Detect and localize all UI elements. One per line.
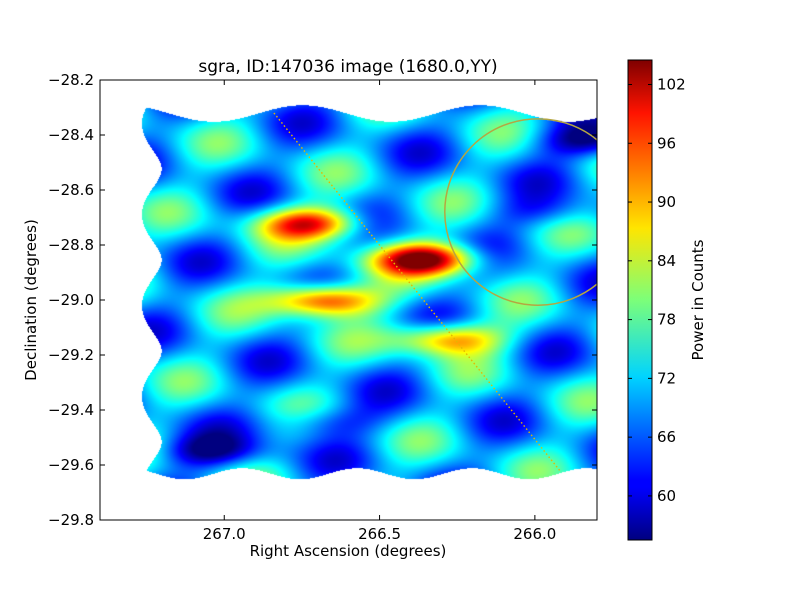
y-axis: −28.2 −28.4 −28.6 −28.8 −29.0 −29.2 −29.4 −29.6… [48,71,597,529]
y-tick-label: −29.6 [48,456,94,474]
y-tick-label: −29.2 [48,346,94,364]
y-axis-label: Declination (degrees) [22,219,40,381]
y-tick-label: −29.4 [48,401,94,419]
y-tick-label: −28.2 [48,71,94,89]
colorbar-tick-label: 78 [657,311,676,329]
x-tick-label: 266.5 [358,525,401,543]
colorbar-label: Power in Counts [689,239,707,360]
region-circle [444,118,597,306]
y-tick-label: −29.0 [48,291,94,309]
colorbar-ticks: 60 66 72 78 84 90 96 102 [628,75,686,505]
colorbar-tick-label: 60 [657,487,676,505]
colorbar-tick-label: 96 [657,134,676,152]
colorbar-tick-label: 84 [657,252,676,270]
x-tick-label: 267.0 [203,525,246,543]
y-tick-label: −29.8 [48,511,94,529]
x-axis: 267.0 266.5 266.0 [203,80,556,543]
colorbar-tick-label: 90 [657,193,676,211]
heatmap-canvas [100,80,597,520]
overlay-layer [273,112,597,471]
colorbar-tick-label: 66 [657,428,676,446]
y-tick-label: −28.4 [48,126,94,144]
colorbar-tick-label: 102 [657,75,686,93]
colorbar-gradient [627,59,653,541]
colorbar-tick-label: 72 [657,369,676,387]
x-tick-label: 266.0 [513,525,556,543]
colorbar: 60 66 72 78 84 90 96 102 Power in Counts [627,59,707,541]
y-tick-label: −28.6 [48,181,94,199]
x-axis-label: Right Ascension (degrees) [250,542,447,560]
dotted-track-line [273,112,561,471]
heatmap-layer [100,80,597,520]
chart-title: sgra, ID:147036 image (1680.0,YY) [198,57,497,77]
y-tick-label: −28.8 [48,236,94,254]
